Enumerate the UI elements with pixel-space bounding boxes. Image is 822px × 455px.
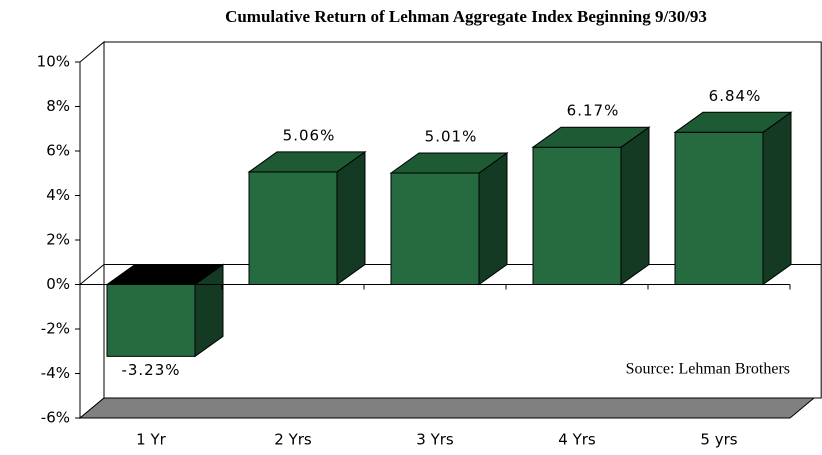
x-tick-label: 2 Yrs (274, 431, 312, 449)
x-tick-label: 1 Yr (136, 431, 166, 449)
y-tick-label: -6% (41, 409, 70, 427)
value-label: 5.06% (283, 126, 336, 144)
bar-top (673, 111, 793, 133)
chart-title: Cumulative Return of Lehman Aggregate In… (225, 7, 707, 26)
bar (106, 284, 196, 357)
side-wall (79, 40, 105, 420)
source-note: Source: Lehman Brothers (626, 361, 790, 378)
x-tick-label: 4 Yrs (558, 431, 596, 449)
value-label: 6.17% (567, 102, 620, 120)
bar-side (762, 111, 792, 286)
bar-top (247, 151, 367, 173)
bar (390, 172, 480, 285)
y-tick-label: 2% (46, 231, 70, 249)
value-label: -3.23% (121, 361, 180, 379)
value-label: 6.84% (709, 87, 762, 105)
y-tick-label: -2% (41, 320, 70, 338)
y-tick-label: 4% (46, 186, 70, 204)
value-label: 5.01% (425, 128, 478, 146)
y-tick-label: 8% (46, 97, 70, 115)
y-tick-label: 10% (37, 53, 70, 71)
x-tick-label: 5 yrs (700, 431, 737, 449)
bar (532, 146, 622, 285)
bar (674, 131, 764, 285)
y-tick-label: -4% (41, 364, 70, 382)
floor (78, 397, 816, 419)
y-tick-label: 0% (46, 275, 70, 293)
x-tick-label: 3 Yrs (416, 431, 454, 449)
bar (248, 171, 338, 285)
y-tick-label: 6% (46, 142, 70, 160)
bar-side (336, 150, 366, 286)
bar-top (389, 152, 509, 174)
bar-side (620, 126, 650, 286)
bar-side (478, 152, 508, 286)
bar-top (531, 126, 651, 148)
